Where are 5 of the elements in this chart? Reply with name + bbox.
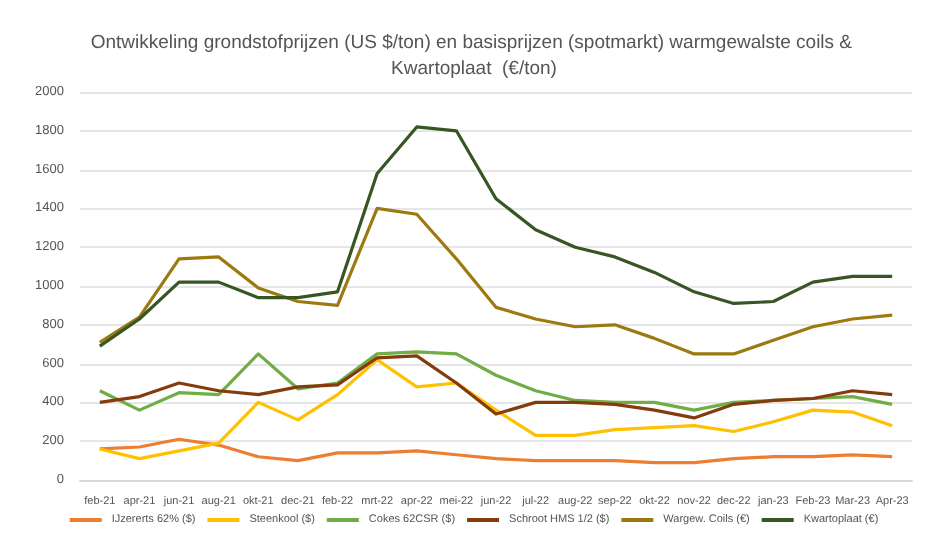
line-series [98,125,894,348]
line-series [98,437,894,465]
chart-title: Ontwikkeling grondstofprijzen (US $/ton) en basisprijzen (spotmarkt) warmgewalste coils & Kwartoplaat (€/ton) [90,32,858,80]
line-series [98,358,894,461]
line-series [98,206,894,356]
